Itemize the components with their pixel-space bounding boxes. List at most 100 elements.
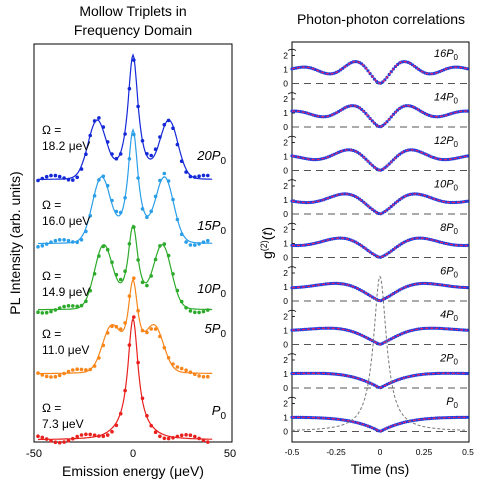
mollow-data-point bbox=[136, 105, 140, 109]
mollow-data-point bbox=[141, 139, 145, 143]
mollow-data-point bbox=[49, 439, 53, 443]
mollow-data-point bbox=[149, 424, 153, 428]
mollow-data-point bbox=[128, 294, 132, 298]
mollow-data-point bbox=[141, 207, 145, 211]
mollow-data-point bbox=[102, 344, 106, 348]
omega-label: Ω = bbox=[42, 269, 61, 283]
mollow-data-point bbox=[67, 178, 71, 182]
mollow-data-point bbox=[176, 143, 180, 147]
mollow-data-point bbox=[197, 311, 201, 315]
mollow-data-point bbox=[93, 433, 97, 437]
mollow-data-point bbox=[163, 346, 167, 350]
mollow-data-point bbox=[80, 167, 84, 171]
omega-label: Ω = bbox=[42, 401, 61, 415]
right-xtick-label: 0 bbox=[378, 447, 383, 457]
mollow-data-point bbox=[75, 367, 79, 371]
mollow-data-point bbox=[158, 179, 162, 183]
mollow-fit-line bbox=[38, 55, 212, 179]
mollow-data-point bbox=[189, 175, 193, 179]
mollow-data-point bbox=[93, 272, 97, 276]
left-panel: Mollow Triplets in Frequency Domain Ω =7… bbox=[7, 3, 236, 479]
mollow-data-point bbox=[119, 152, 123, 156]
mollow-data-point bbox=[158, 435, 162, 439]
mollow-data-point bbox=[197, 437, 201, 441]
mollow-data-point bbox=[171, 362, 175, 366]
power-label: 15P0 bbox=[197, 218, 226, 237]
g2-data-point bbox=[466, 416, 469, 419]
right-ytick-label: 1 bbox=[283, 108, 288, 118]
mollow-data-point bbox=[128, 87, 132, 91]
mollow-data-point bbox=[54, 375, 58, 379]
mollow-data-point bbox=[128, 343, 132, 347]
mollow-data-point bbox=[202, 439, 206, 443]
mollow-data-point bbox=[71, 304, 75, 308]
mollow-data-point bbox=[62, 440, 66, 444]
g2-data-point bbox=[466, 286, 469, 289]
right-ytick-label: 0 bbox=[283, 296, 288, 306]
power-label: 4P0 bbox=[440, 309, 458, 323]
power-label: 2P0 bbox=[439, 352, 458, 366]
mollow-data-point bbox=[106, 433, 110, 437]
mollow-data-point bbox=[36, 179, 40, 183]
right-xtick-label: 0.25 bbox=[416, 447, 433, 457]
mollow-data-point bbox=[206, 308, 210, 312]
mollow-data-point bbox=[158, 135, 162, 139]
mollow-data-point bbox=[132, 133, 136, 137]
mollow-data-point bbox=[102, 245, 106, 249]
mollow-data-point bbox=[71, 240, 75, 244]
left-xlabel: Emission energy (μeV) bbox=[62, 463, 204, 479]
mollow-data-point bbox=[180, 367, 184, 371]
left-xtick-label: -50 bbox=[26, 448, 42, 460]
mollow-data-point bbox=[206, 239, 210, 243]
mollow-data-point bbox=[80, 238, 84, 242]
mollow-data-point bbox=[67, 439, 71, 443]
mollow-data-point bbox=[119, 278, 123, 282]
mollow-data-point bbox=[41, 177, 45, 181]
mollow-data-point bbox=[123, 132, 127, 136]
mollow-data-point bbox=[180, 233, 184, 237]
mollow-data-point bbox=[141, 397, 145, 401]
mollow-data-point bbox=[36, 371, 40, 375]
mollow-data-point bbox=[123, 389, 127, 393]
mollow-data-point bbox=[45, 242, 49, 246]
left-xtick-label: 0 bbox=[130, 448, 136, 460]
mollow-data-point bbox=[115, 210, 119, 214]
mollow-data-point bbox=[97, 116, 101, 120]
mollow-data-point bbox=[171, 272, 175, 276]
mollow-data-point bbox=[171, 126, 175, 130]
mollow-data-point bbox=[202, 310, 206, 314]
mollow-data-point bbox=[49, 240, 53, 244]
mollow-data-point bbox=[193, 243, 197, 247]
mollow-data-point bbox=[184, 240, 188, 244]
mollow-data-point bbox=[154, 147, 158, 151]
mollow-data-point bbox=[136, 176, 140, 180]
mollow-data-point bbox=[145, 152, 149, 156]
mollow-data-point bbox=[167, 437, 171, 441]
mollow-data-point bbox=[80, 304, 84, 308]
mollow-data-point bbox=[58, 441, 62, 445]
mollow-data-point bbox=[106, 140, 110, 144]
mollow-data-point bbox=[119, 327, 123, 331]
mollow-data-point bbox=[93, 119, 97, 123]
right-ytick-label: 1 bbox=[283, 326, 288, 336]
right-ytick-label: 1 bbox=[283, 369, 288, 379]
power-label: 20P0 bbox=[196, 148, 226, 167]
mollow-data-point bbox=[41, 311, 45, 315]
power-label: 14P0 bbox=[434, 91, 459, 105]
mollow-data-point bbox=[84, 433, 88, 437]
mollow-data-point bbox=[202, 174, 206, 178]
mollow-data-point bbox=[149, 327, 153, 331]
right-ytick-label: 2 bbox=[283, 181, 288, 191]
power-label: P0 bbox=[212, 403, 227, 422]
omega-label: Ω = bbox=[42, 123, 61, 137]
mollow-data-point bbox=[163, 172, 167, 176]
mollow-data-point bbox=[180, 434, 184, 438]
left-title-line2: Frequency Domain bbox=[74, 22, 192, 38]
mollow-data-point bbox=[171, 436, 175, 440]
mollow-data-point bbox=[184, 170, 188, 174]
g2-fit-line bbox=[292, 373, 467, 388]
mollow-data-point bbox=[110, 260, 114, 264]
mollow-data-point bbox=[193, 175, 197, 179]
mollow-data-point bbox=[180, 300, 184, 304]
